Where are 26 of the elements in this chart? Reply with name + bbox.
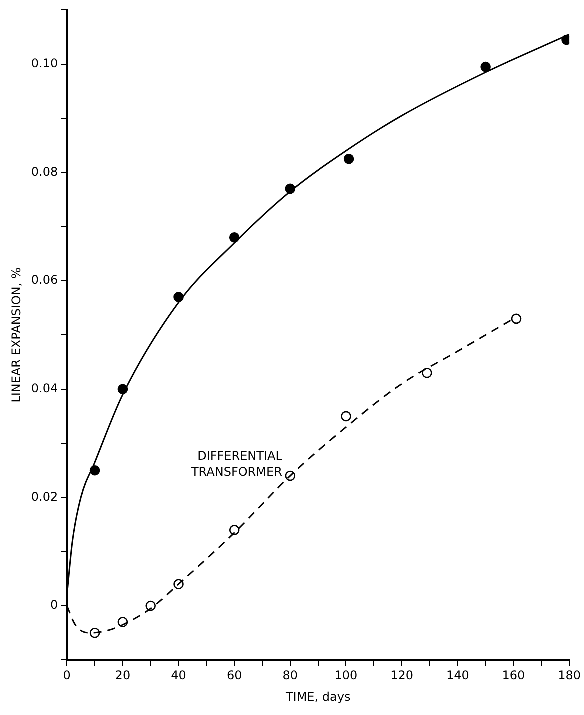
point [422, 368, 432, 378]
point [480, 62, 491, 72]
series-label: DIFFERENTIAL TRANSFORMER [190, 449, 283, 480]
point [146, 600, 156, 612]
x-tick-label: 100 [334, 668, 358, 683]
x-tick-label: 20 [115, 668, 131, 683]
x-tick-label: 120 [390, 668, 414, 683]
x-tick-label: 0 [63, 668, 71, 683]
y-tick-label: 0.06 [31, 273, 58, 288]
x-tick-label: 40 [171, 668, 186, 683]
x-tick-label: 140 [446, 668, 470, 683]
x-axis-title: TIME, days [284, 690, 351, 704]
y-tick-label: 0.04 [31, 381, 58, 396]
x-tick-label: 160 [502, 668, 526, 683]
x-tick-label: 60 [226, 668, 242, 683]
y-tick-label: 0.10 [31, 56, 58, 70]
point [511, 314, 522, 324]
x-tick-label: 80 [282, 668, 298, 683]
x-tick-label: 180 [558, 668, 581, 683]
y-axis-title: LINEAR EXPANSION, % [9, 268, 24, 403]
y-tick-label: 0.02 [31, 490, 58, 504]
y-tick-label: 0.08 [31, 164, 58, 179]
point [229, 525, 240, 536]
y-tick-label: 0 [50, 598, 58, 612]
point [344, 154, 354, 164]
point [341, 411, 352, 422]
